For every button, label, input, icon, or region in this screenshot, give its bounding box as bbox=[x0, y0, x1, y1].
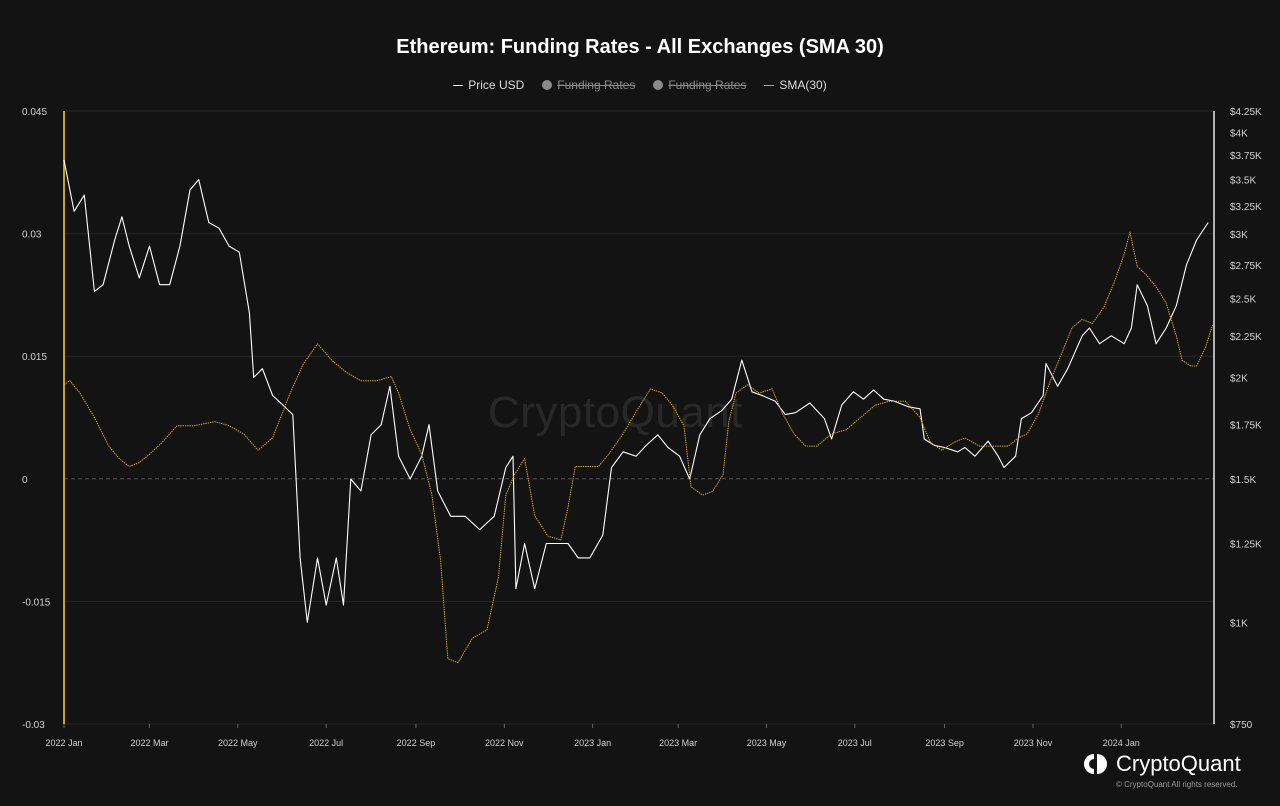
y-left-tick-label: 0 bbox=[22, 475, 28, 486]
x-tick-label: 2022 Nov bbox=[485, 738, 524, 748]
y-left-tick-label: -0.03 bbox=[22, 720, 45, 731]
legend-label-sma30: SMA(30) bbox=[779, 78, 827, 92]
legend-swatch-funding-rates-2 bbox=[653, 80, 664, 90]
series-line-price-usd bbox=[63, 159, 1209, 623]
y-left-tick-label: 0.045 bbox=[22, 107, 47, 118]
y-right-tick-label: $2K bbox=[1230, 373, 1248, 384]
legend-item-funding-rates-1[interactable]: Funding Rates bbox=[542, 78, 635, 92]
y-right-tick-label: $1.25K bbox=[1230, 539, 1262, 550]
x-tick-label: 2023 Nov bbox=[1014, 738, 1053, 748]
x-tick-label: 2024 Jan bbox=[1103, 738, 1140, 748]
series-line-sma30 bbox=[63, 231, 1214, 664]
x-tick-label: 2023 Mar bbox=[659, 738, 697, 748]
x-tick-label: 2023 May bbox=[747, 738, 787, 748]
y-right-tick-label: $2.5K bbox=[1230, 295, 1256, 306]
legend-swatch-funding-rates-1 bbox=[542, 80, 553, 90]
brand-name: CryptoQuant bbox=[1116, 751, 1241, 776]
legend-swatch-sma30 bbox=[764, 84, 775, 86]
y-left-tick-label: 0.03 bbox=[22, 230, 42, 241]
cryptoquant-logo-icon bbox=[1084, 754, 1107, 774]
legend-item-price[interactable]: Price USD bbox=[453, 78, 524, 92]
legend-label-price: Price USD bbox=[468, 78, 525, 92]
y-right-tick-label: $3.75K bbox=[1230, 151, 1262, 162]
y-right-tick-label: $3K bbox=[1230, 230, 1248, 241]
y-right-tick-label: $3.25K bbox=[1230, 202, 1262, 213]
x-tick-label: 2023 Sep bbox=[925, 738, 964, 748]
y-right-tick-label: $2.25K bbox=[1230, 332, 1262, 343]
brand-logo: CryptoQuant bbox=[1082, 751, 1241, 777]
watermark: CryptoQuant bbox=[488, 388, 743, 437]
chart-legend: Price USD Funding Rates Funding Rates SM… bbox=[0, 78, 1280, 92]
y-right-tick-label: $1.5K bbox=[1230, 475, 1256, 486]
y-left-tick-label: -0.015 bbox=[22, 597, 51, 608]
chart-title: Ethereum: Funding Rates - All Exchanges … bbox=[396, 36, 884, 58]
y-right-tick-label: $750 bbox=[1230, 720, 1253, 731]
y-left-tick-label: 0.015 bbox=[22, 352, 47, 363]
y-right-tick-label: $2.75K bbox=[1230, 261, 1262, 272]
x-tick-label: 2023 Jan bbox=[574, 738, 611, 748]
x-tick-label: 2022 May bbox=[218, 738, 258, 748]
y-right-tick-label: $1.75K bbox=[1230, 421, 1262, 432]
legend-item-funding-rates-2[interactable]: Funding Rates bbox=[653, 78, 746, 92]
legend-swatch-price bbox=[453, 84, 464, 86]
x-tick-label: 2022 Sep bbox=[397, 738, 436, 748]
y-right-tick-label: $3.5K bbox=[1230, 176, 1256, 187]
x-tick-label: 2022 Mar bbox=[130, 738, 168, 748]
y-right-tick-label: $1K bbox=[1230, 618, 1248, 629]
x-tick-label: 2023 Jul bbox=[838, 738, 872, 748]
x-tick-label: 2022 Jul bbox=[309, 738, 343, 748]
legend-label-funding-rates-2: Funding Rates bbox=[668, 78, 747, 92]
x-tick-label: 2022 Jan bbox=[45, 738, 82, 748]
copyright-text: © CryptoQuant All rights reserved. bbox=[1116, 780, 1238, 789]
legend-label-funding-rates-1: Funding Rates bbox=[557, 78, 636, 92]
y-right-tick-label: $4.25K bbox=[1230, 107, 1262, 118]
legend-item-sma30[interactable]: SMA(30) bbox=[764, 78, 827, 92]
y-right-tick-label: $4K bbox=[1230, 128, 1248, 139]
